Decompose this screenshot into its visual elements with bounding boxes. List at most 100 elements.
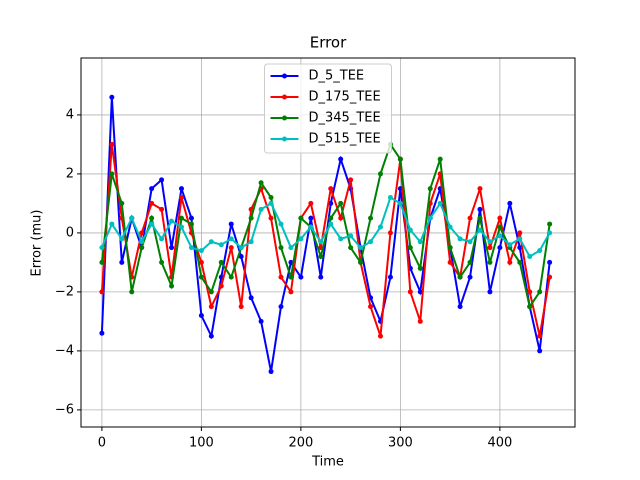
- marker: [328, 221, 334, 227]
- line: [100, 196, 551, 258]
- y-tick-label: 4: [66, 107, 74, 122]
- marker: [248, 239, 254, 245]
- marker: [497, 224, 503, 230]
- marker: [238, 304, 244, 310]
- marker: [427, 215, 433, 221]
- marker: [358, 259, 364, 265]
- marker: [288, 289, 294, 295]
- marker: [348, 233, 354, 239]
- marker: [457, 304, 463, 310]
- marker: [198, 313, 204, 319]
- marker: [278, 274, 284, 280]
- marker: [387, 274, 393, 280]
- marker: [298, 215, 304, 221]
- series: [99, 141, 553, 310]
- marker: [278, 221, 284, 227]
- legend-box: [264, 63, 392, 154]
- marker: [477, 206, 483, 212]
- marker: [258, 206, 264, 212]
- marker: [387, 195, 393, 201]
- x-tick-label: 300: [388, 436, 413, 451]
- marker: [278, 245, 284, 251]
- marker: [318, 239, 324, 245]
- marker: [368, 239, 374, 245]
- marker: [477, 186, 483, 192]
- marker: [348, 177, 354, 183]
- marker: [547, 274, 553, 280]
- marker: [268, 195, 274, 201]
- marker: [169, 283, 175, 289]
- marker: [139, 239, 145, 245]
- y-tick-label: −2: [55, 284, 74, 299]
- marker: [228, 274, 234, 280]
- marker: [407, 227, 413, 233]
- marker: [338, 236, 344, 242]
- marker: [457, 236, 463, 242]
- legend-marker: [282, 115, 287, 121]
- y-tick-label: 2: [66, 166, 74, 181]
- marker: [109, 94, 115, 100]
- marker: [318, 274, 324, 280]
- marker: [437, 200, 443, 206]
- marker: [119, 236, 125, 242]
- marker: [517, 259, 523, 265]
- marker: [377, 224, 383, 230]
- marker: [477, 227, 483, 233]
- marker: [338, 156, 344, 162]
- marker: [99, 330, 105, 336]
- marker: [178, 195, 184, 201]
- marker: [178, 224, 184, 230]
- marker: [109, 171, 115, 177]
- marker: [149, 186, 155, 192]
- marker: [318, 254, 324, 260]
- marker: [467, 259, 473, 265]
- marker: [308, 215, 314, 221]
- marker: [507, 242, 513, 248]
- marker: [417, 239, 423, 245]
- marker: [437, 156, 443, 162]
- chart-title: Error: [310, 34, 347, 52]
- marker: [99, 289, 105, 295]
- marker: [178, 215, 184, 221]
- marker: [417, 265, 423, 271]
- marker: [447, 224, 453, 230]
- marker: [248, 295, 254, 301]
- marker: [377, 333, 383, 339]
- marker: [208, 333, 214, 339]
- marker: [218, 283, 224, 289]
- marker: [228, 236, 234, 242]
- legend-label: D_345_TEE: [309, 111, 381, 126]
- marker: [457, 274, 463, 280]
- marker: [288, 274, 294, 280]
- marker: [149, 215, 155, 221]
- marker: [119, 200, 125, 206]
- marker: [198, 274, 204, 280]
- marker: [517, 236, 523, 242]
- marker: [527, 254, 533, 260]
- marker: [447, 259, 453, 265]
- marker: [139, 230, 145, 236]
- marker: [238, 245, 244, 251]
- marker: [218, 242, 224, 248]
- marker: [487, 239, 493, 245]
- marker: [497, 245, 503, 251]
- marker: [507, 200, 513, 206]
- marker: [208, 239, 214, 245]
- marker: [208, 289, 214, 295]
- x-tick-label: 100: [189, 436, 214, 451]
- legend: D_5_TEE D_175_TEE D_345_TEE D_515_TEE: [264, 63, 392, 154]
- marker: [467, 215, 473, 221]
- marker: [208, 304, 214, 310]
- marker: [387, 230, 393, 236]
- marker: [537, 333, 543, 339]
- marker: [228, 221, 234, 227]
- marker: [427, 186, 433, 192]
- marker: [467, 239, 473, 245]
- marker: [358, 245, 364, 251]
- legend-label: D_5_TEE: [309, 69, 365, 84]
- marker: [328, 200, 334, 206]
- x-tick-label: 0: [98, 436, 106, 451]
- legend-label: D_515_TEE: [309, 132, 381, 147]
- series: [99, 195, 553, 260]
